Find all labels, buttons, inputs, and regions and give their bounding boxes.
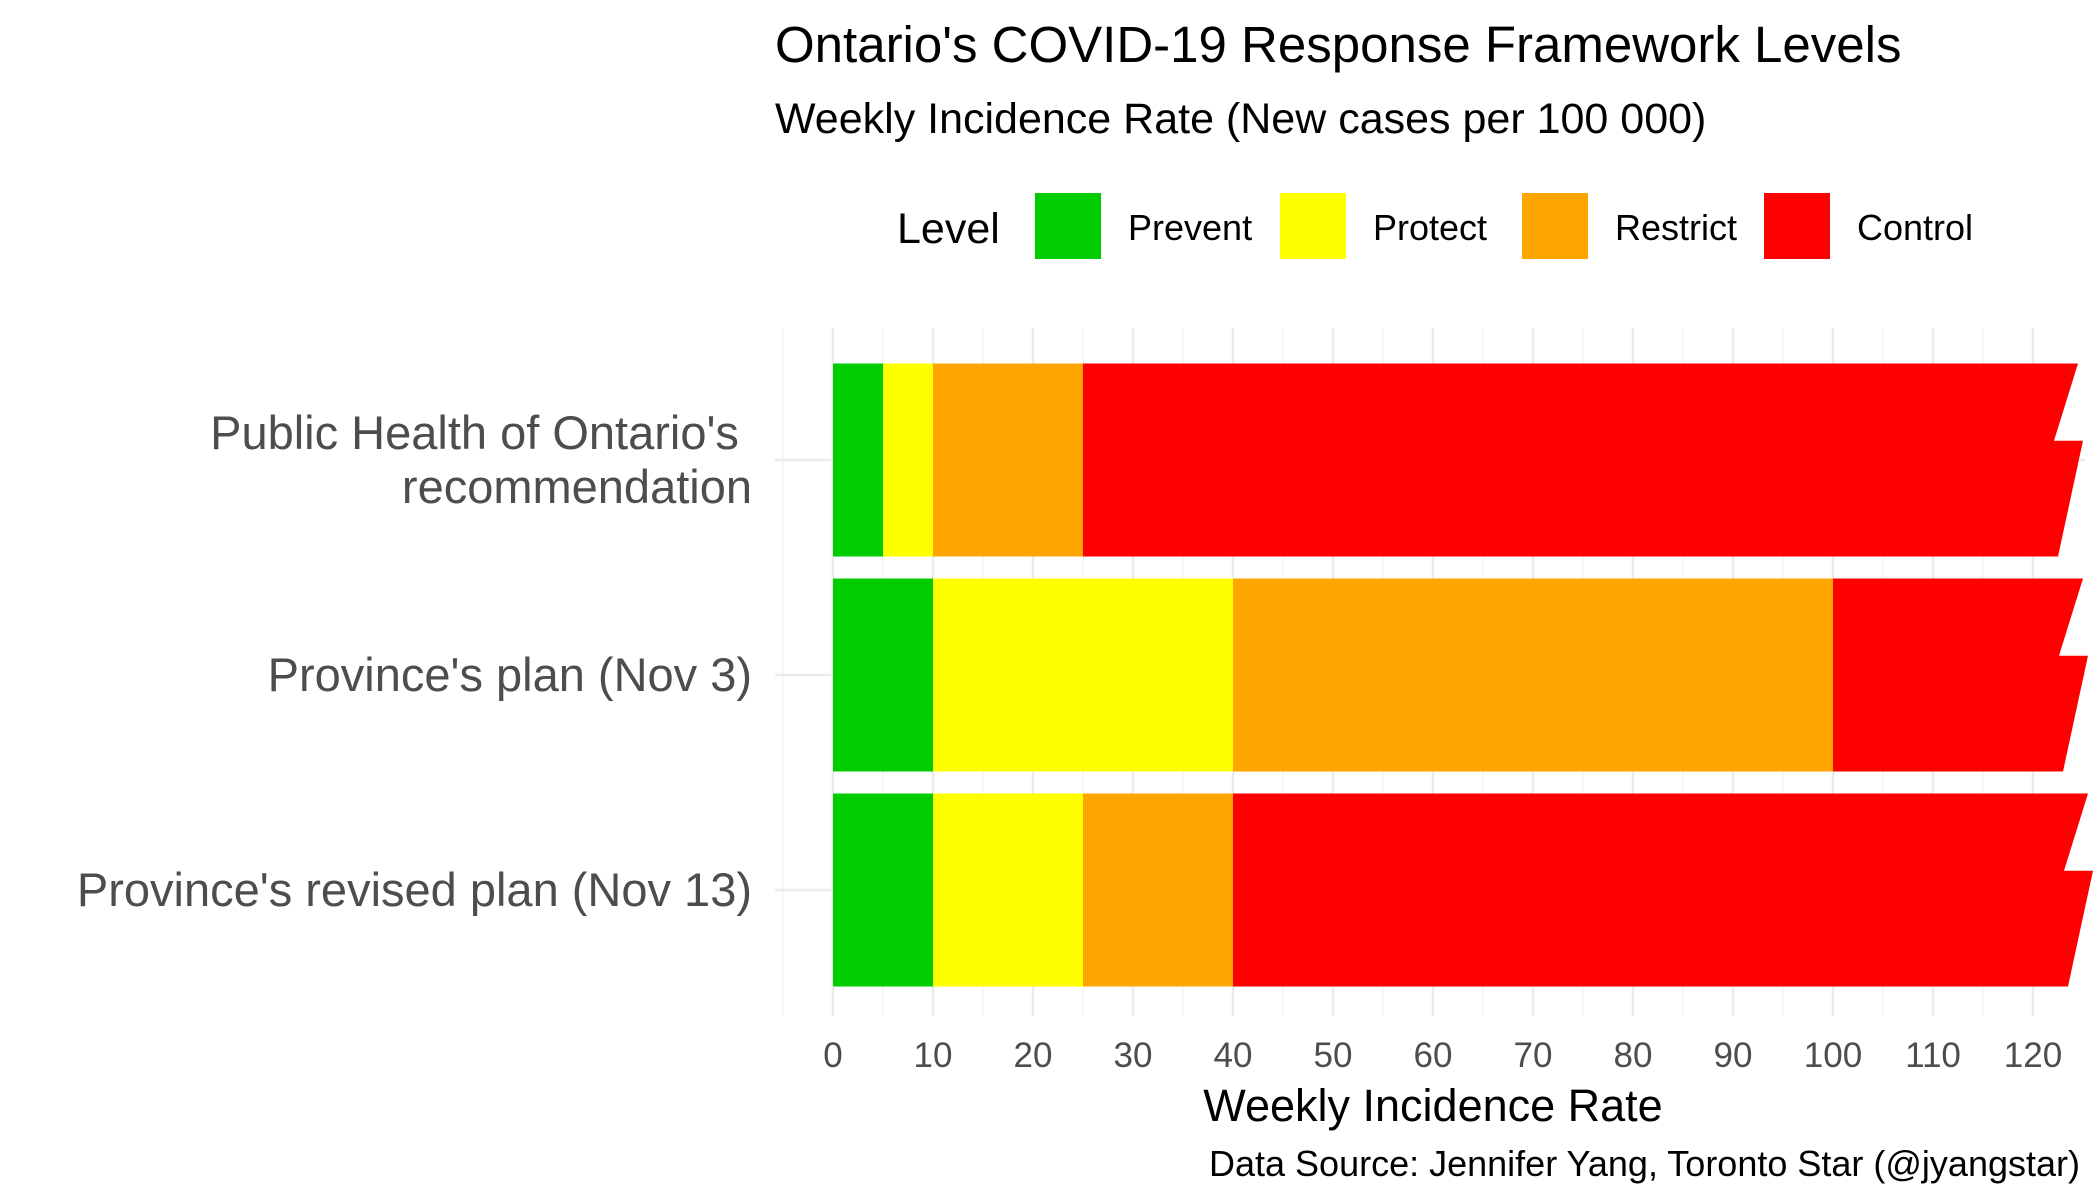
x-tick-label: 0 xyxy=(823,1036,842,1075)
x-tick-label: 120 xyxy=(2004,1036,2062,1075)
legend-label-control: Control xyxy=(1857,207,1973,248)
chart-subtitle: Weekly Incidence Rate (New cases per 100… xyxy=(775,95,1706,143)
legend-label-restrict: Restrict xyxy=(1615,207,1737,248)
y-axis: Public Health of Ontario's recommendatio… xyxy=(77,406,752,916)
x-axis-title: Weekly Incidence Rate xyxy=(1203,1080,1662,1131)
x-tick-label: 20 xyxy=(1014,1036,1053,1075)
x-tick-label: 60 xyxy=(1414,1036,1453,1075)
legend-title: Level xyxy=(897,205,1000,253)
bar-control-0 xyxy=(1083,363,2083,557)
bar-restrict-0 xyxy=(933,363,1083,557)
legend-key-protect xyxy=(1280,193,1346,259)
x-tick-label: 10 xyxy=(914,1036,953,1075)
bar-protect-1 xyxy=(933,578,1233,772)
x-axis: 0 10 20 30 40 50 60 70 80 90 100 110 120 xyxy=(823,1036,2062,1075)
bar-protect-2 xyxy=(933,793,1083,987)
x-tick-label: 100 xyxy=(1804,1036,1862,1075)
bar-protect-0 xyxy=(883,363,933,557)
y-tick-label: Province's plan (Nov 3) xyxy=(268,648,752,701)
bar-restrict-2 xyxy=(1083,793,1233,987)
y-tick-label: Province's revised plan (Nov 13) xyxy=(77,863,752,916)
bar-control-1 xyxy=(1833,578,2088,772)
legend-label-protect: Protect xyxy=(1373,207,1487,248)
bar-prevent-1 xyxy=(833,578,933,772)
bar-control-2 xyxy=(1233,793,2093,987)
caption: Data Source: Jennifer Yang, Toronto Star… xyxy=(1209,1143,2080,1184)
bars xyxy=(833,363,2093,987)
x-tick-label: 70 xyxy=(1514,1036,1553,1075)
legend-key-prevent xyxy=(1035,193,1101,259)
x-tick-label: 50 xyxy=(1314,1036,1353,1075)
bar-prevent-2 xyxy=(833,793,933,987)
bar-restrict-1 xyxy=(1233,578,1833,772)
x-tick-label: 80 xyxy=(1614,1036,1653,1075)
chart-title: Ontario's COVID-19 Response Framework Le… xyxy=(775,16,1901,73)
y-tick-label: Public Health of Ontario's recommendatio… xyxy=(210,406,752,513)
legend-label-prevent: Prevent xyxy=(1128,207,1252,248)
legend-key-restrict xyxy=(1522,193,1588,259)
x-tick-label: 40 xyxy=(1214,1036,1253,1075)
legend-key-control xyxy=(1764,193,1830,259)
x-tick-label: 30 xyxy=(1114,1036,1153,1075)
bar-prevent-0 xyxy=(833,363,883,557)
legend: Level Prevent Protect Restrict Control xyxy=(897,193,1973,259)
x-tick-label: 90 xyxy=(1714,1036,1753,1075)
x-tick-label: 110 xyxy=(1905,1036,1961,1075)
